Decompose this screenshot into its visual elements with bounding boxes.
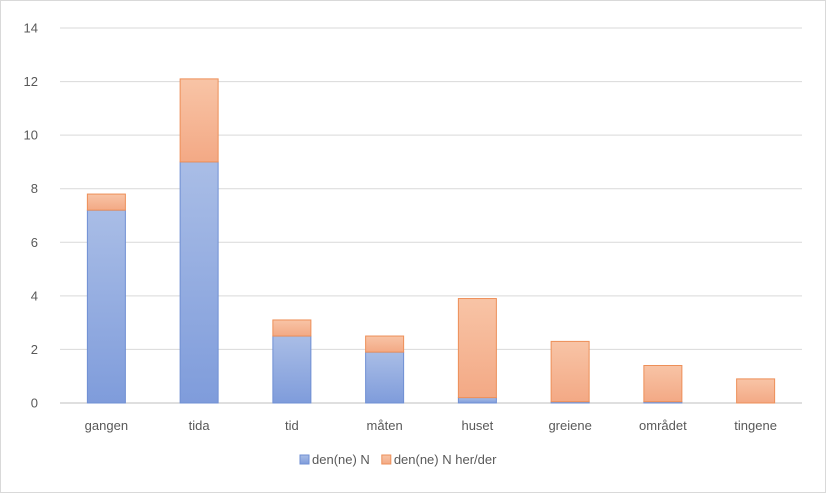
legend-label: den(ne) N her/der xyxy=(394,452,497,467)
x-axis-labels: gangen tida tid måten huset greiene området tin… xyxy=(85,418,777,433)
y-axis-ticks: 0 2 4 6 8 10 12 14 xyxy=(24,21,38,411)
x-category-label: området xyxy=(639,418,687,433)
x-category-label: måten xyxy=(367,418,403,433)
bar-segment xyxy=(179,78,219,163)
y-tick-label: 8 xyxy=(31,181,38,196)
bars xyxy=(86,78,776,404)
legend-swatch xyxy=(381,454,392,465)
y-tick-label: 12 xyxy=(24,74,38,89)
y-tick-label: 6 xyxy=(31,235,38,250)
legend-label: den(ne) N xyxy=(312,452,370,467)
x-category-label: huset xyxy=(461,418,493,433)
bar-segment xyxy=(86,193,126,211)
bar-segment xyxy=(272,319,312,337)
bar-segment xyxy=(272,335,312,404)
legend: den(ne) N den(ne) N her/der xyxy=(299,452,497,467)
x-category-label: gangen xyxy=(85,418,128,433)
bar-segment xyxy=(179,161,219,404)
y-tick-label: 2 xyxy=(31,342,38,357)
bar-segment xyxy=(457,298,497,399)
bar-segment xyxy=(643,365,683,403)
x-category-label: tingene xyxy=(734,418,777,433)
bar-segment xyxy=(365,335,405,353)
gridlines xyxy=(60,27,802,404)
bar-segment xyxy=(736,378,776,404)
y-tick-label: 0 xyxy=(31,396,38,411)
x-category-label: greiene xyxy=(548,418,591,433)
y-tick-label: 4 xyxy=(31,288,38,303)
x-category-label: tid xyxy=(285,418,299,433)
bar-segment xyxy=(365,351,405,404)
x-category-label: tida xyxy=(189,418,211,433)
bar-segment xyxy=(86,209,126,404)
bar-segment xyxy=(550,340,590,403)
y-tick-label: 10 xyxy=(24,128,38,143)
y-tick-label: 14 xyxy=(24,21,38,36)
bar-segment xyxy=(457,397,497,404)
legend-swatch xyxy=(299,454,310,465)
